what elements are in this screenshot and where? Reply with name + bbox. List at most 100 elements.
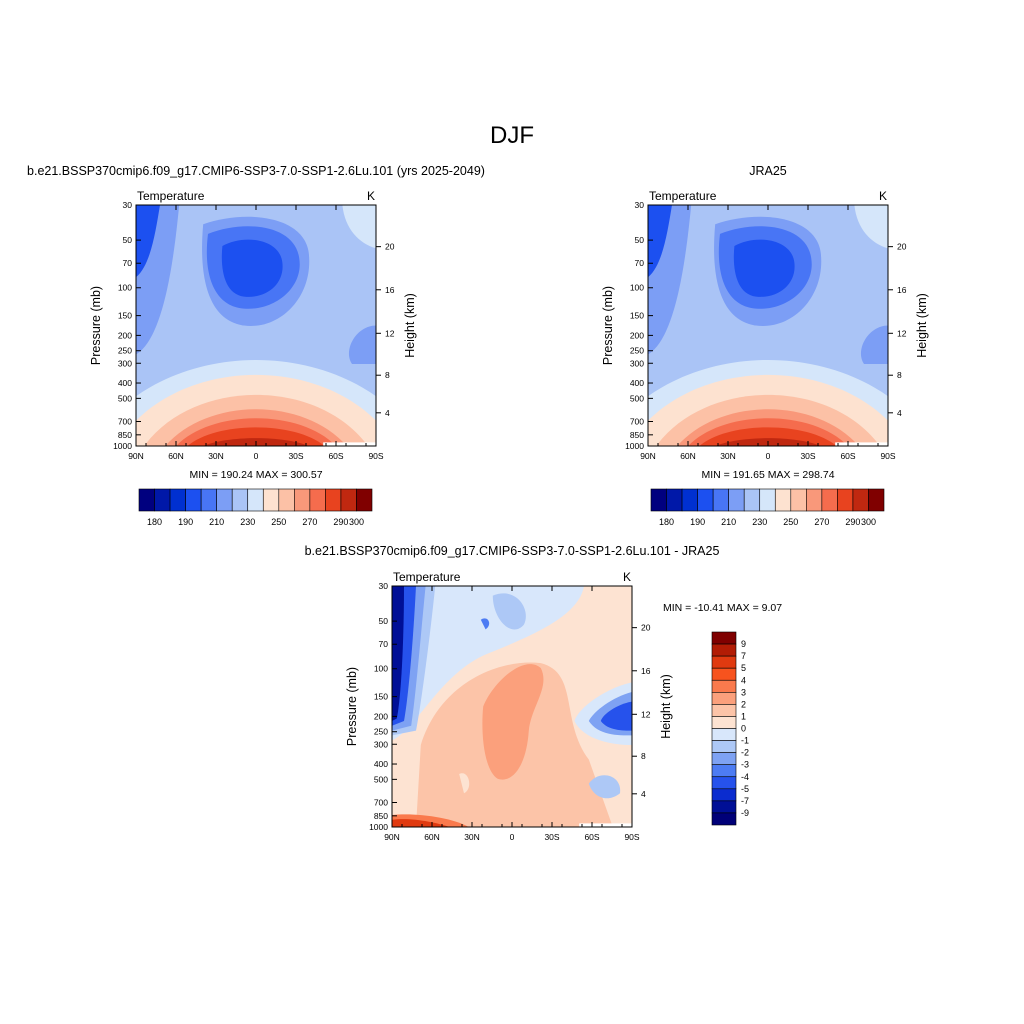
y-tick-label: 30	[379, 581, 389, 591]
y-tick-label: 700	[118, 416, 132, 426]
x-tick-label: 0	[254, 451, 259, 461]
tropopause-core	[221, 239, 283, 297]
y-tick-label: 1000	[625, 441, 644, 451]
y-tick-label: 250	[118, 346, 132, 356]
y-tick-label: 1000	[113, 441, 132, 451]
cold-nh-core	[648, 205, 672, 278]
diff-neg-1	[392, 586, 584, 741]
colorbar-label: 5	[741, 663, 746, 673]
y2-tick-label: 16	[385, 285, 395, 295]
colorbar-swatch	[711, 704, 737, 717]
contour-field	[648, 205, 888, 446]
x-tick-label: 60S	[328, 451, 343, 461]
colorbar-swatch	[356, 488, 373, 512]
topography-mask	[835, 442, 888, 446]
y-tick-label: 500	[630, 393, 644, 403]
y2-tick-label: 12	[385, 328, 395, 338]
y2-tick-label: 12	[897, 328, 907, 338]
colorbar-swatch	[711, 716, 737, 729]
y-axis-label: Pressure (mb)	[601, 286, 615, 365]
sh-pale-cap	[854, 205, 888, 249]
colorbar-swatch	[852, 488, 869, 512]
topography-mask	[323, 442, 376, 446]
colorbar-swatch	[340, 488, 357, 512]
colorbar-swatch	[837, 488, 854, 512]
colorbar-label: -3	[741, 760, 749, 770]
sh-cold-bump	[348, 325, 376, 365]
colorbar-label: 250	[783, 517, 798, 527]
colorbar-label: 190	[178, 517, 193, 527]
y-axis-label: Pressure (mb)	[89, 286, 103, 365]
min-max-stats: MIN = 191.65 MAX = 298.74	[701, 469, 834, 481]
y-tick-label: 100	[374, 664, 388, 674]
colorbar-swatch	[325, 488, 342, 512]
colorbar-swatch	[278, 488, 295, 512]
colorbar-swatch	[666, 488, 683, 512]
colorbar-swatch	[743, 488, 761, 512]
y2-tick-label: 4	[385, 408, 390, 418]
y-tick-label: 150	[630, 311, 644, 321]
y-tick-label: 70	[123, 258, 133, 268]
colorbar-swatch	[711, 764, 737, 778]
x-tick-label: 30S	[544, 832, 559, 842]
y-tick-label: 850	[630, 430, 644, 440]
colorbar-label: 2	[741, 699, 746, 709]
y2-axis-label: Height (km)	[659, 674, 673, 739]
panel-title: b.e21.BSSP370cmip6.f09_g17.CMIP6-SSP3-7.…	[305, 544, 720, 558]
x-tick-label: 0	[510, 832, 515, 842]
colorbar-swatch	[262, 488, 280, 512]
colorbar-swatch	[711, 776, 737, 790]
colorbar-label: -2	[741, 748, 749, 758]
x-tick-label: 30N	[464, 832, 480, 842]
y-tick-label: 300	[374, 739, 388, 749]
colorbar-swatch	[711, 655, 737, 669]
y2-tick-label: 4	[897, 408, 902, 418]
colorbar-label: 300	[861, 517, 876, 527]
colorbar-swatch	[711, 812, 737, 826]
y2-tick-label: 20	[897, 242, 907, 252]
tropopause-core	[733, 239, 795, 297]
colorbar-label: 290	[333, 517, 348, 527]
right-string: K	[623, 570, 631, 584]
colorbar-label: -5	[741, 784, 749, 794]
colorbar: 180 190 210 230 250 270 290 300	[138, 488, 373, 527]
y2-axis-label: Height (km)	[915, 293, 929, 358]
colorbar-swatch	[711, 788, 737, 802]
colorbar-label: 180	[147, 517, 162, 527]
y-tick-label: 850	[118, 430, 132, 440]
colorbar-swatch	[711, 692, 737, 705]
panel-model: b.e21.BSSP370cmip6.f09_g17.CMIP6-SSP3-7.…	[27, 164, 485, 527]
colorbar-label: 4	[741, 675, 746, 685]
colorbar-swatch	[154, 488, 171, 512]
min-max-stats: MIN = -10.41 MAX = 9.07	[663, 602, 782, 614]
colorbar-swatch	[711, 752, 737, 765]
diff-sh-3	[600, 701, 632, 731]
colorbar-label: 300	[349, 517, 364, 527]
y-tick-label: 400	[630, 378, 644, 388]
colorbar-swatch	[711, 643, 737, 657]
y-tick-label: 1000	[369, 822, 388, 832]
colorbar-swatch	[650, 488, 667, 512]
y2-tick-label: 4	[641, 789, 646, 799]
left-string: Temperature	[649, 189, 717, 203]
diff-nh-4	[392, 586, 404, 721]
y-tick-label: 300	[630, 358, 644, 368]
diff-sh-low	[588, 775, 621, 799]
colorbar-label: 1	[741, 711, 746, 721]
y-tick-label: 400	[118, 378, 132, 388]
y-tick-label: 200	[630, 330, 644, 340]
y-tick-label: 50	[123, 235, 133, 245]
x-tick-label: 60S	[584, 832, 599, 842]
x-tick-label: 90N	[640, 451, 656, 461]
y2-tick-label: 12	[641, 709, 651, 719]
cold-nh-core	[136, 205, 160, 278]
colorbar-swatch	[711, 667, 737, 681]
colorbar-swatch	[169, 488, 186, 512]
x-tick-label: 30S	[288, 451, 303, 461]
y-tick-label: 30	[635, 200, 645, 210]
colorbar-label: -1	[741, 736, 749, 746]
y-tick-label: 50	[635, 235, 645, 245]
colorbar-label: -4	[741, 772, 749, 782]
colorbar-swatch	[247, 488, 264, 512]
